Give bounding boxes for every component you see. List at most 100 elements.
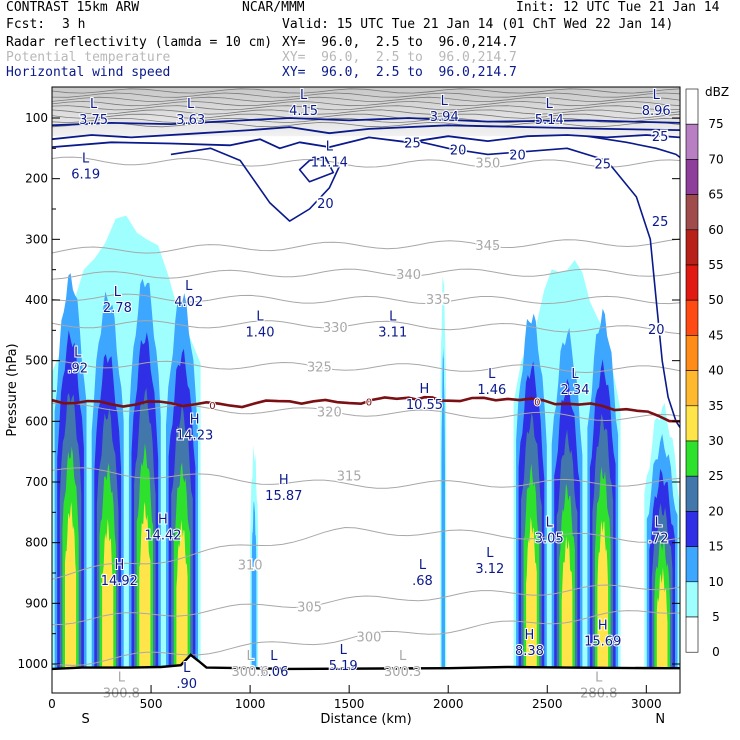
extremum-value-20: .72 — [648, 532, 669, 547]
colorbar-label-10: 10 — [708, 575, 723, 589]
wind-25-upper — [52, 124, 680, 141]
colorbar-swatch-20 — [685, 475, 699, 512]
colorbar-swatch-35 — [685, 370, 699, 407]
terrain-layer — [52, 653, 680, 693]
extremum-letter-16: H — [190, 412, 200, 427]
colorbar-label-0: 0 — [712, 645, 720, 659]
y-tick-label-800: 800 — [25, 536, 48, 550]
x-tick-label-2000: 2000 — [433, 697, 464, 711]
extremum-letter-26: L — [183, 661, 191, 676]
model-title: CONTRAST 15km ARW — [6, 0, 140, 15]
wind-20-trough — [170, 147, 341, 222]
refl-10dbz-1 — [251, 500, 257, 693]
extremum-value-22: 14.92 — [101, 574, 138, 589]
field-xy-reflectivity: XY= 96.0, 2.5 to 96.0,214.7 — [282, 35, 517, 50]
refl-30dbz-3-1 — [561, 536, 573, 693]
colorbar-swatch-40 — [685, 335, 699, 371]
refl-30dbz-0-3 — [176, 519, 188, 693]
field-name-wind: Horizontal wind speed — [6, 65, 171, 80]
wind-label-7: 20 — [648, 323, 665, 338]
wind-label-1: 20 — [509, 148, 526, 163]
refl-5dbz-0 — [52, 215, 201, 693]
extremum-value-19: 3.05 — [535, 532, 564, 547]
theta-contour-315 — [52, 467, 680, 489]
theta-label-340: 340 — [396, 268, 421, 283]
extremum-value-8: 2.78 — [103, 301, 132, 316]
y-tick-label-1000: 1000 — [17, 657, 48, 671]
freezing-level-line — [52, 395, 680, 423]
theta-upper-line-0 — [52, 88, 680, 94]
x-end-label-south: S — [82, 712, 90, 727]
theta-upper-line-5 — [52, 109, 680, 115]
theta-upper-line-2 — [52, 96, 680, 102]
extremum-letter-11: L — [389, 309, 397, 324]
extremum-letter-23: L — [419, 558, 427, 573]
y-tick-label-400: 400 — [25, 293, 48, 307]
colorbar-label-40: 40 — [708, 364, 723, 378]
colorbar-swatch-5 — [685, 581, 699, 618]
colorbar-swatch-15 — [685, 511, 699, 547]
extremum-letter-12: L — [74, 346, 82, 361]
wind-20-cell — [298, 156, 335, 183]
colorbar-swatch-30 — [685, 405, 699, 442]
extremum-letter-3: L — [441, 94, 449, 109]
freezing-level-label-0: 0 — [209, 401, 215, 412]
x-end-label-north: N — [655, 712, 665, 727]
forecast-value: 3 h — [62, 17, 86, 32]
field-name-reflectivity: Radar reflectivity (lamda = 10 cm) — [6, 35, 273, 50]
extremum-letter-18: H — [158, 513, 168, 528]
extremum-value-23: .68 — [412, 574, 433, 589]
theta-label-330: 330 — [323, 321, 348, 336]
colorbar-label-15: 15 — [708, 540, 723, 554]
wind-label-6: 20 — [317, 197, 334, 212]
extremum-value-18: 14.42 — [144, 529, 181, 544]
wind-layer: 20 20 25 25 25 25 20 20 — [52, 117, 680, 428]
theta-contour-305 — [52, 584, 680, 626]
extremum-value-30: 300.6 — [231, 665, 268, 680]
refl-30dbz-0-1 — [102, 518, 114, 693]
colorbar-swatch-55 — [685, 229, 699, 266]
forecast-label: Fcst: — [6, 17, 46, 32]
colorbar-swatch-70 — [685, 123, 699, 160]
extremum-letter-20: L — [655, 516, 663, 531]
extremum-value-10: 1.40 — [246, 325, 275, 340]
y-tick-label-500: 500 — [25, 354, 48, 368]
extremum-letter-32: L — [595, 670, 603, 685]
theta-contour-310 — [52, 526, 680, 580]
extremum-letter-17: H — [279, 473, 289, 488]
extremum-value-24: 8.38 — [515, 644, 544, 659]
extremum-value-14: 2.34 — [561, 383, 590, 398]
extremum-letter-0: L — [90, 97, 98, 112]
extremum-value-25: 15.69 — [584, 635, 621, 650]
colorbar-label-70: 70 — [708, 152, 723, 166]
extremum-letter-29: L — [399, 649, 407, 664]
colorbar-label-45: 45 — [708, 328, 723, 342]
x-tick-label-1000: 1000 — [235, 697, 266, 711]
y-axis-label: Pressure (hPa) — [5, 343, 20, 436]
extremum-letter-5: L — [653, 88, 661, 103]
extremum-letter-22: H — [114, 558, 124, 573]
y-tick-label-600: 600 — [25, 414, 48, 428]
wind-25-lower — [52, 134, 680, 150]
theta-contour-350 — [52, 156, 680, 168]
theta-contour-300 — [52, 610, 680, 666]
extremum-letter-7: L — [326, 139, 334, 154]
refl-30dbz-3-0 — [526, 516, 537, 693]
x-tick-label-500: 500 — [140, 697, 163, 711]
field-xy-theta: XY= 96.0, 2.5 to 96.0,214.7 — [282, 50, 517, 65]
plot-frame — [51, 86, 681, 694]
refl-30dbz-4-0 — [656, 567, 668, 693]
extremum-letter-31: L — [118, 670, 126, 685]
extremum-value-31: 300.8 — [103, 686, 140, 701]
x-axis-label: Distance (km) — [320, 712, 411, 727]
colorbar-label-55: 55 — [708, 258, 723, 272]
extremum-value-5: 8.96 — [642, 104, 671, 119]
extremum-value-28: 5.19 — [329, 659, 358, 674]
colorbar-label-5: 5 — [712, 610, 720, 624]
freezing-level-label-1: 0 — [366, 397, 372, 408]
theta-label-320: 320 — [317, 406, 342, 421]
extremum-letter-28: L — [340, 643, 348, 658]
extremum-value-6: 6.19 — [71, 168, 100, 183]
